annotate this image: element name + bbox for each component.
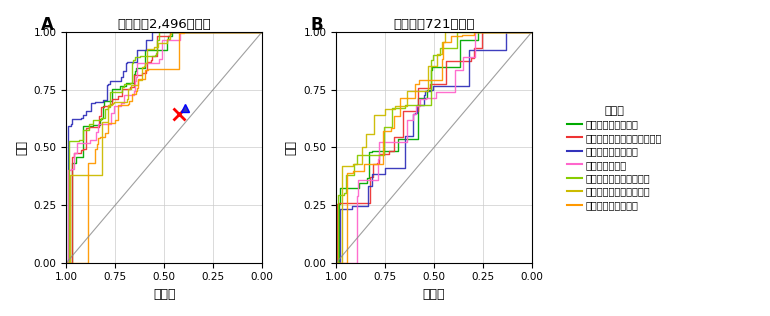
- Y-axis label: 感度: 感度: [15, 140, 28, 155]
- X-axis label: 特異度: 特異度: [153, 288, 176, 301]
- X-axis label: 特異度: 特異度: [423, 288, 445, 301]
- Title: 膵がん（721症例）: 膵がん（721症例）: [393, 18, 475, 31]
- Text: B: B: [311, 16, 323, 34]
- Text: A: A: [41, 16, 54, 34]
- Y-axis label: 感度: 感度: [285, 140, 298, 155]
- Title: 乳がん（2,496症例）: 乳がん（2,496症例）: [117, 18, 211, 31]
- Legend: ランダムフォレスト, 条件付きランダムフォレスト, 勾配ブースティング, ナイーブベイズ, ニューラルネットワーク, サポートベクターマシン, 多重ロジスティッ: ランダムフォレスト, 条件付きランダムフォレスト, 勾配ブースティング, ナイー…: [563, 102, 666, 214]
